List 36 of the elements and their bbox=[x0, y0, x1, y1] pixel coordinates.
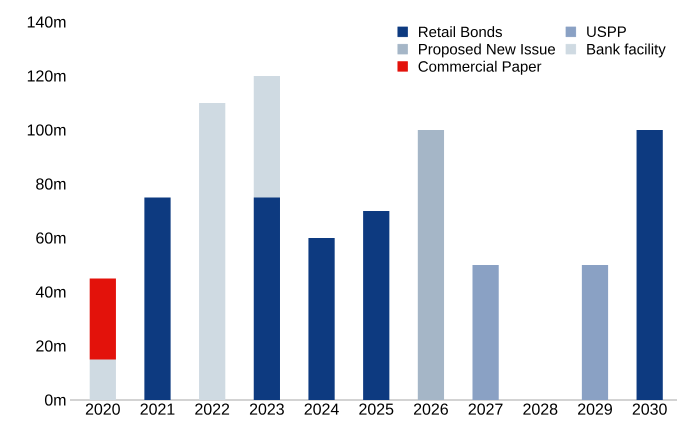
bar bbox=[144, 198, 171, 400]
y-tick-label: 120m bbox=[28, 70, 66, 82]
x-tick-label: 2021 bbox=[140, 404, 174, 415]
bar bbox=[418, 130, 444, 400]
legend-label: Proposed New Issue bbox=[419, 43, 556, 58]
y-tick-label: 140m bbox=[28, 16, 66, 28]
x-tick-label: 2025 bbox=[359, 404, 394, 415]
legend-label: Retail Bonds bbox=[419, 26, 502, 38]
legend-label: USPP bbox=[587, 26, 626, 37]
legend-label: Commercial Paper bbox=[418, 60, 542, 75]
bar bbox=[199, 102, 226, 400]
x-tick-label: 2024 bbox=[304, 404, 339, 415]
bar bbox=[636, 130, 663, 400]
y-tick-label: 100m bbox=[28, 124, 66, 136]
x-tick-label: 2026 bbox=[414, 404, 448, 415]
x-tick-label: 2028 bbox=[523, 404, 558, 415]
bar bbox=[254, 198, 280, 400]
x-tick-label: 2027 bbox=[468, 404, 503, 415]
y-tick-label: 20m bbox=[36, 340, 66, 352]
y-tick-label: 0m bbox=[44, 394, 66, 406]
y-tick-label: 60m bbox=[36, 232, 66, 244]
x-tick-label: 2020 bbox=[86, 404, 120, 415]
bar bbox=[582, 265, 608, 400]
bar bbox=[254, 76, 280, 198]
legend-label: Bank facility bbox=[587, 43, 666, 58]
bar bbox=[308, 238, 335, 400]
x-tick-label: 2023 bbox=[250, 404, 284, 415]
x-tick-label: 2022 bbox=[195, 404, 230, 415]
bar bbox=[90, 360, 116, 400]
bar bbox=[472, 265, 499, 400]
x-tick-label: 2030 bbox=[632, 404, 667, 415]
y-tick-label: 80m bbox=[36, 178, 66, 190]
bar bbox=[363, 211, 390, 400]
x-tick-label: 2029 bbox=[578, 404, 612, 415]
y-tick-label: 40m bbox=[36, 286, 66, 298]
bar bbox=[90, 278, 116, 360]
